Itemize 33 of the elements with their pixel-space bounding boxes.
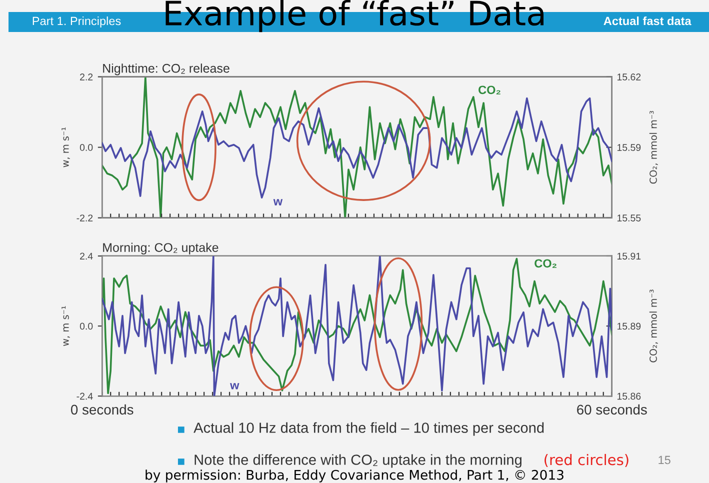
y-tick-label: 2.2 bbox=[80, 74, 93, 80]
series-label: CO₂ bbox=[478, 86, 500, 94]
y2-tick-label: 15.91 bbox=[617, 252, 641, 260]
chart-title: Morning: CO₂ uptake bbox=[103, 242, 218, 254]
series-label: CO₂ bbox=[534, 259, 556, 268]
text: (red circles) bbox=[544, 454, 628, 467]
text: Actual fast data bbox=[604, 16, 692, 26]
x-tick-label: 0 seconds bbox=[70, 404, 134, 415]
y2-tick-label: 15.86 bbox=[617, 392, 641, 400]
y-tick-label: 0.0 bbox=[80, 322, 93, 330]
y-tick-label: 0.0 bbox=[80, 144, 93, 151]
y2-tick-label: 15.59 bbox=[617, 144, 641, 151]
y-axis-title: w, m s⁻¹ bbox=[62, 306, 70, 346]
text: Note the difference with CO₂ uptake in the morning bbox=[194, 454, 522, 468]
y2-tick-label: 15.62 bbox=[617, 74, 641, 80]
y-tick-label: -2.2 bbox=[76, 214, 93, 222]
y-tick-label: 2.4 bbox=[80, 252, 93, 260]
line-series bbox=[102, 76, 612, 218]
y2-axis-title: CO₂, mmol m⁻³ bbox=[649, 110, 658, 184]
y-axis-title: w, m s⁻¹ bbox=[62, 127, 70, 168]
text: by permission: Burba, Eddy Covariance Method, Part 1, © 2013 bbox=[146, 470, 564, 482]
text: Actual 10 Hz data from the field – 10 times per second bbox=[194, 422, 544, 436]
y2-axis-title: CO₂, mmol m⁻³ bbox=[649, 290, 658, 362]
y-tick-label: -2.4 bbox=[76, 392, 93, 400]
y2-tick-label: 15.89 bbox=[617, 322, 641, 330]
series-label: w bbox=[230, 383, 240, 390]
chart-title: Nighttime: CO₂ release bbox=[103, 64, 230, 76]
text: 15 bbox=[658, 456, 670, 464]
text: Part 1. Principles bbox=[32, 16, 121, 28]
x-tick-label: 60 seconds bbox=[577, 404, 647, 415]
line-series bbox=[102, 97, 612, 199]
series-label: w bbox=[273, 199, 283, 206]
y2-tick-label: 15.55 bbox=[617, 214, 641, 222]
